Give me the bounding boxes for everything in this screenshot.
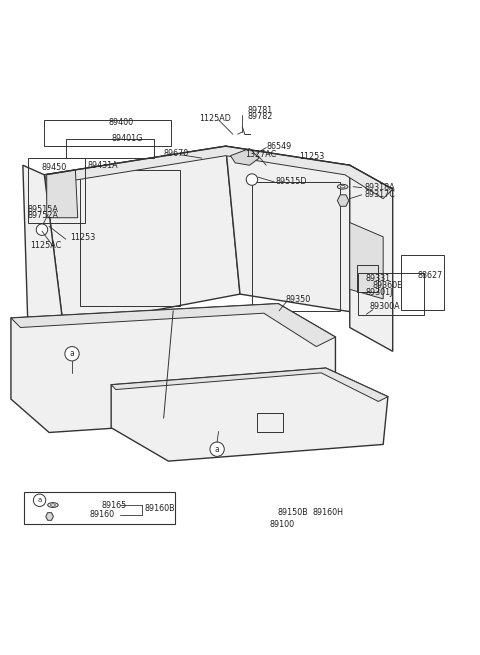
- Text: 89431A: 89431A: [87, 160, 118, 170]
- Text: 89165: 89165: [102, 500, 127, 510]
- Bar: [252, 182, 340, 310]
- Polygon shape: [11, 304, 336, 346]
- Text: 89160: 89160: [90, 510, 115, 519]
- Text: 89300A: 89300A: [370, 303, 400, 312]
- Polygon shape: [23, 165, 63, 328]
- Polygon shape: [111, 368, 388, 402]
- Text: 89100: 89100: [270, 519, 295, 529]
- Text: 1327AC: 1327AC: [245, 150, 276, 159]
- Polygon shape: [46, 513, 53, 520]
- Text: 89318A: 89318A: [364, 183, 395, 192]
- Circle shape: [36, 224, 48, 235]
- Circle shape: [34, 494, 46, 506]
- Ellipse shape: [337, 184, 348, 189]
- Polygon shape: [111, 368, 388, 461]
- Circle shape: [65, 346, 79, 361]
- Polygon shape: [337, 195, 349, 206]
- Text: 89331: 89331: [365, 274, 390, 283]
- Polygon shape: [44, 146, 240, 328]
- Ellipse shape: [48, 502, 58, 508]
- Text: 1125AD: 1125AD: [199, 114, 231, 123]
- Text: 89400: 89400: [109, 118, 134, 127]
- Bar: [28, 158, 85, 223]
- Polygon shape: [350, 165, 393, 351]
- Bar: [66, 139, 154, 158]
- Text: a: a: [215, 445, 219, 454]
- Text: 86549: 86549: [266, 141, 291, 151]
- Polygon shape: [226, 146, 360, 313]
- Bar: [401, 255, 444, 310]
- Polygon shape: [47, 170, 78, 217]
- Text: 89160B: 89160B: [144, 504, 175, 514]
- Polygon shape: [11, 304, 336, 432]
- Text: 89150B: 89150B: [277, 508, 308, 517]
- Text: 89450: 89450: [42, 163, 67, 172]
- Text: a: a: [70, 349, 74, 358]
- Bar: [357, 265, 378, 291]
- Text: 89160H: 89160H: [312, 508, 344, 517]
- Bar: [44, 120, 171, 146]
- Text: 89515A: 89515A: [28, 204, 59, 214]
- Polygon shape: [44, 146, 393, 198]
- Bar: [24, 492, 175, 524]
- Ellipse shape: [50, 504, 55, 506]
- Text: 89515D: 89515D: [276, 178, 307, 187]
- Polygon shape: [230, 149, 259, 165]
- Text: a: a: [37, 497, 42, 503]
- Text: 89360E: 89360E: [372, 281, 403, 290]
- Bar: [359, 272, 424, 314]
- Text: 1125AC: 1125AC: [30, 241, 61, 250]
- Polygon shape: [350, 223, 383, 299]
- Text: 89301J: 89301J: [365, 288, 393, 297]
- Text: 11253: 11253: [300, 152, 325, 161]
- Text: 89670: 89670: [164, 149, 189, 158]
- Text: 11253: 11253: [71, 233, 96, 242]
- Text: 89782: 89782: [247, 112, 273, 121]
- Ellipse shape: [340, 185, 345, 188]
- Text: 89781: 89781: [247, 106, 273, 115]
- Circle shape: [246, 174, 258, 185]
- Bar: [80, 170, 180, 306]
- Bar: [257, 413, 283, 432]
- Text: 89350: 89350: [285, 295, 311, 305]
- Text: 89317C: 89317C: [364, 191, 395, 199]
- Text: 89752A: 89752A: [28, 211, 59, 220]
- Text: 88627: 88627: [418, 271, 443, 280]
- Circle shape: [210, 442, 224, 457]
- Text: 89401G: 89401G: [111, 134, 143, 143]
